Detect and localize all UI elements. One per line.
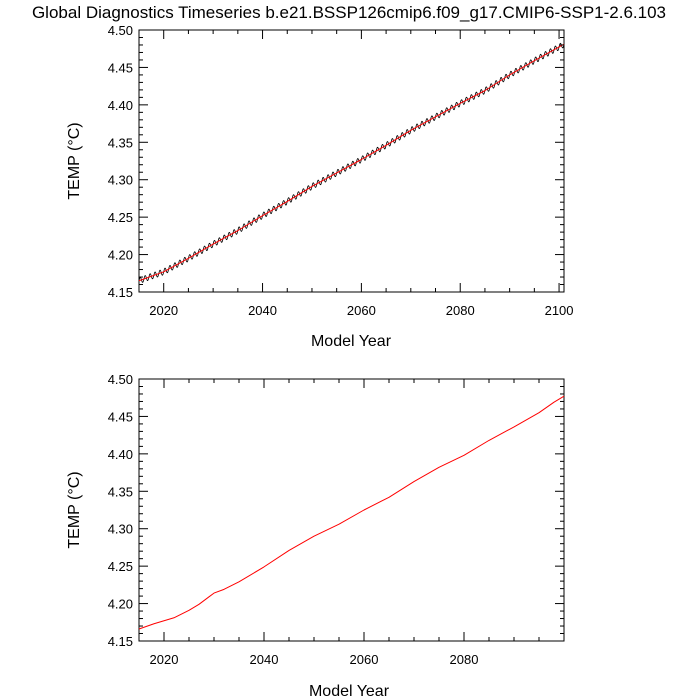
x-tick-label: 2080: [446, 303, 475, 318]
x-tick-label: 2020: [150, 652, 179, 667]
top-timeseries-panel: 2020 2040 2060 2080 2100 4.15 4.20 4.25 4.30 4.35…: [66, 23, 574, 350]
y-tick-label: 4.45: [108, 60, 133, 75]
series-layer: [138, 42, 565, 283]
plot-frame: [138, 29, 565, 293]
y-tick-label: 4.25: [108, 210, 133, 225]
monthly-series-line: [138, 42, 565, 283]
y-tick-label: 4.15: [108, 285, 133, 300]
x-axis-label: Model Year: [311, 333, 392, 350]
x-tick-label: 2060: [347, 303, 376, 318]
y-tick-label: 4.25: [108, 559, 133, 574]
y-tick-label: 4.30: [108, 173, 133, 188]
x-axis-label: Model Year: [309, 683, 390, 700]
y-axis-label: TEMP (°C): [66, 122, 83, 199]
x-tick-label: 2040: [248, 303, 277, 318]
y-tick-label: 4.50: [108, 372, 133, 387]
x-tick-label: 2020: [149, 303, 178, 318]
chart-title: Global Diagnostics Timeseries b.e21.BSSP…: [32, 3, 666, 22]
y-tick-label: 4.15: [108, 634, 133, 649]
axis-layer: 2020 2040 2060 2080 4.15 4.20 4.25 4.30 4.35 4.40…: [108, 372, 565, 667]
y-axis-label: TEMP (°C): [66, 471, 83, 548]
x-tick-label: 2040: [250, 652, 279, 667]
y-tick-label: 4.35: [108, 135, 133, 150]
series-layer: [138, 395, 565, 630]
x-tick-label: 2080: [450, 652, 479, 667]
plot-frame: [138, 378, 565, 642]
x-tick-label: 2060: [350, 652, 379, 667]
y-tick-label: 4.45: [108, 409, 133, 424]
annual-mean-line: [138, 43, 565, 282]
y-tick-label: 4.35: [108, 484, 133, 499]
annual-mean-line: [138, 395, 565, 630]
bottom-timeseries-panel: 2020 2040 2060 2080 4.15 4.20 4.25 4.30 4.35 4.40…: [66, 372, 565, 700]
y-tick-label: 4.30: [108, 522, 133, 537]
y-tick-label: 4.20: [108, 248, 133, 263]
y-tick-label: 4.40: [108, 98, 133, 113]
axis-layer: 2020 2040 2060 2080 2100 4.15 4.20 4.25 4.30 4.35…: [108, 23, 574, 318]
y-tick-label: 4.50: [108, 23, 133, 38]
x-tick-label: 2100: [545, 303, 574, 318]
y-tick-label: 4.20: [108, 597, 133, 612]
y-tick-label: 4.40: [108, 447, 133, 462]
